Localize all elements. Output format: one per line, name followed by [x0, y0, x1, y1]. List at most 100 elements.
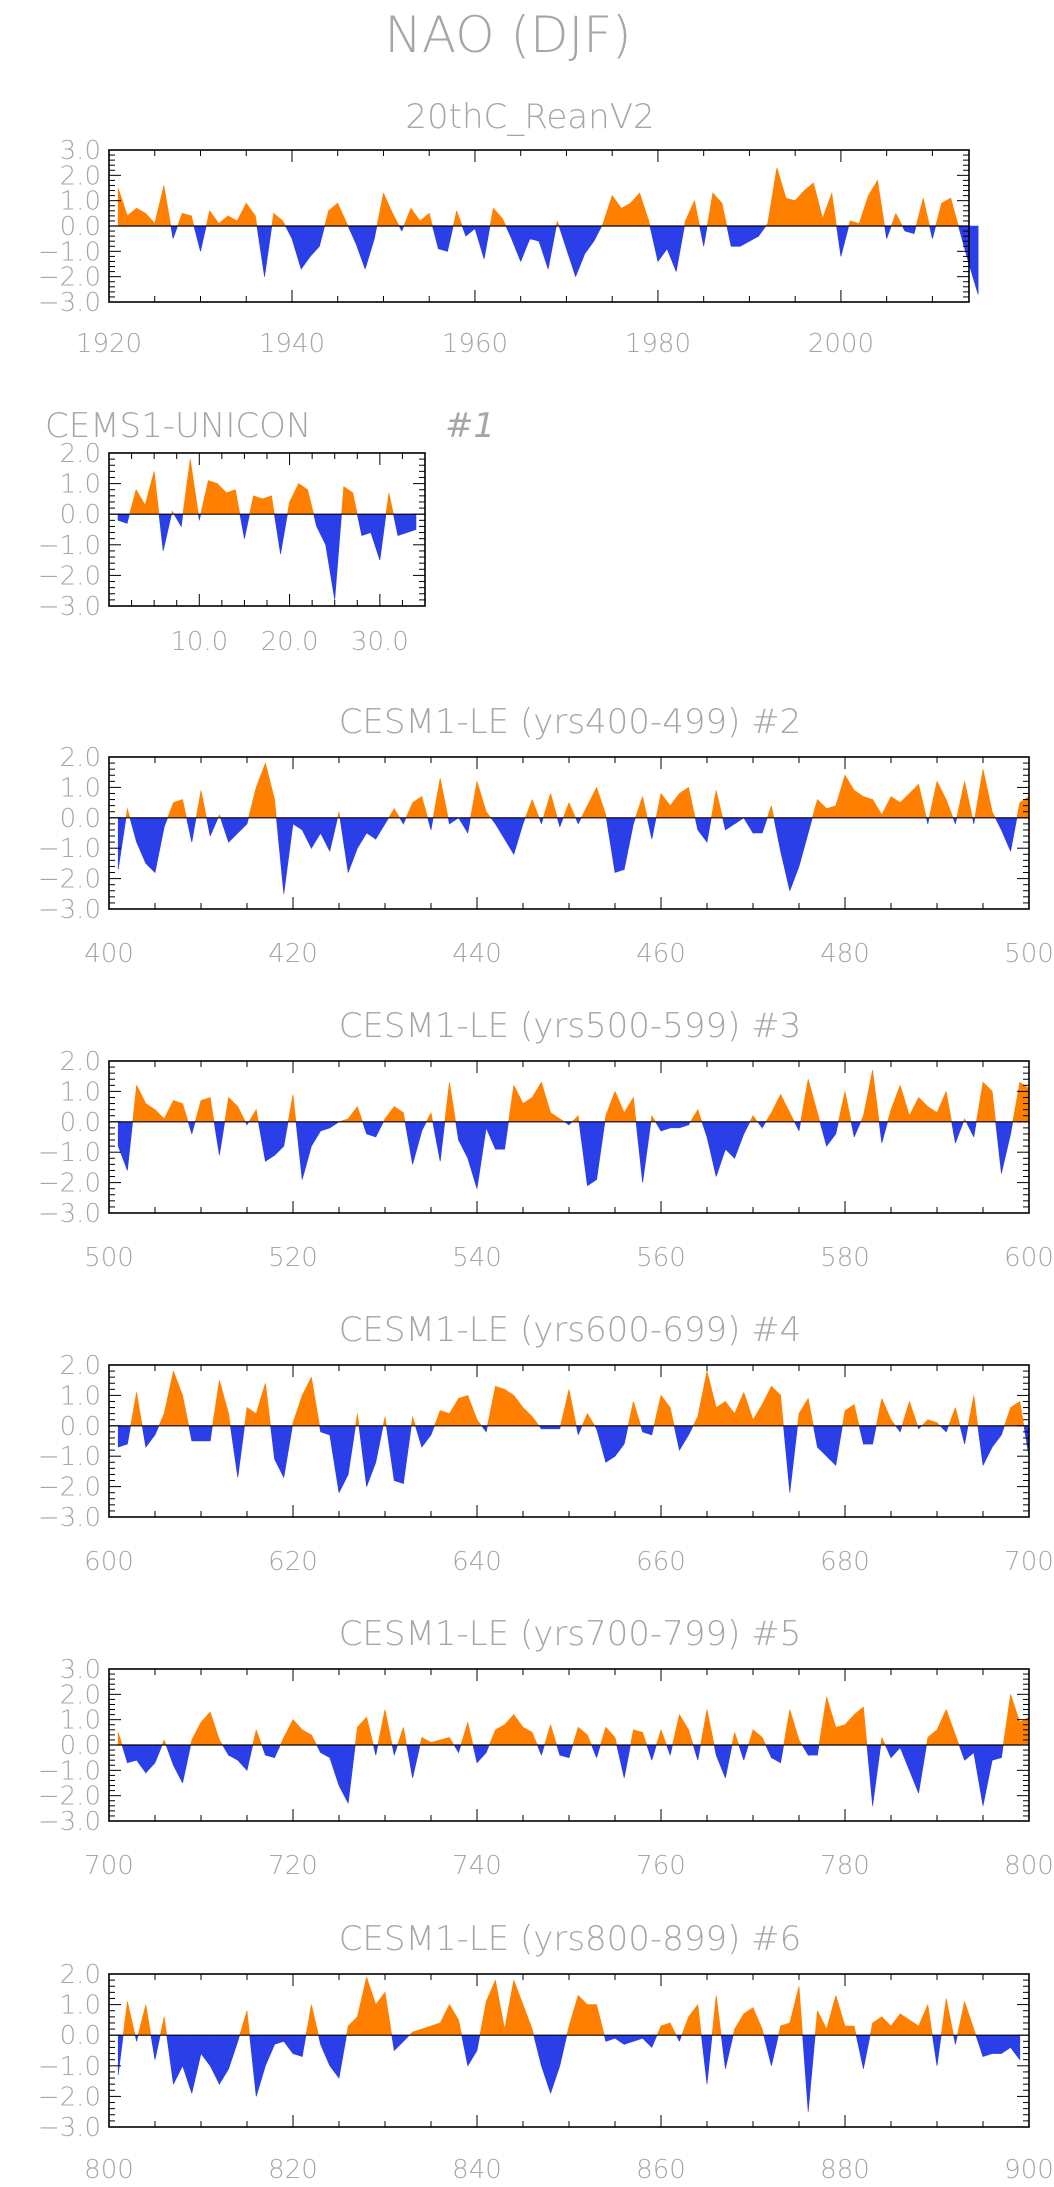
x-tick-label: 560: [636, 1243, 686, 1273]
x-tick-label: 900: [1004, 2155, 1054, 2185]
plot-frame: [108, 1973, 1030, 2128]
panel-title: CEMS1-UNICON: [45, 406, 311, 446]
positive-area-series: [117, 167, 959, 227]
y-tick-label: 1.0: [60, 1077, 101, 1107]
x-tick-label: 400: [84, 939, 134, 969]
x-tick-label: 880: [820, 2155, 870, 2185]
x-tick-label: 660: [636, 1547, 686, 1577]
x-tick-label: 600: [1004, 1243, 1054, 1273]
panel-title: CESM1-LE (yrs500-599) #3: [339, 1006, 802, 1046]
y-tick-label: −2.0: [38, 1782, 101, 1812]
plot-frame: [108, 756, 1030, 910]
panel-title: CESM1-LE (yrs600-699) #4: [339, 1310, 802, 1350]
y-tick-label: 1.0: [60, 1381, 101, 1411]
y-tick-label: −1.0: [38, 1442, 101, 1472]
panels: 20thC_ReanV23.02.01.00.0−1.0−2.0−3.01920…: [38, 97, 1054, 2185]
negative-area-series: [117, 1425, 1030, 1493]
y-tick-label: 0.0: [60, 1108, 101, 1138]
negative-area-series: [117, 1121, 1014, 1189]
y-tick-label: 0.0: [60, 1412, 101, 1442]
y-tick-label: 1.0: [60, 470, 101, 500]
y-tick-label: 1.0: [60, 187, 101, 217]
y-tick-label: 0.0: [60, 2021, 101, 2051]
y-tick-label: −3.0: [38, 895, 101, 925]
panel-5: CESM1-LE (yrs600-699) #4 2.01.00.0−1.0−2.…: [38, 1310, 1054, 1577]
panel-3: CESM1-LE (yrs400-499) #2 2.01.00.0−1.0−2.…: [38, 702, 1054, 969]
x-tick-label: 700: [1004, 1547, 1054, 1577]
x-tick-label: 780: [820, 1851, 870, 1881]
y-tick-label: −3.0: [38, 1503, 101, 1533]
negative-area-series: [117, 2034, 1021, 2112]
x-tick-label: 740: [452, 1851, 502, 1881]
y-tick-label: 0.0: [60, 1731, 101, 1761]
x-tick-label: 1940: [259, 329, 325, 359]
y-tick-label: −1.0: [38, 1138, 101, 1168]
y-tick-label: −3.0: [38, 2113, 101, 2143]
y-tick-label: 3.0: [60, 1655, 101, 1685]
x-tick-label: 860: [636, 2155, 686, 2185]
x-tick-label: 500: [84, 1243, 134, 1273]
x-tick-label: 540: [452, 1243, 502, 1273]
panel-title: CESM1-LE (yrs400-499) #2: [339, 702, 802, 742]
x-tick-label: 800: [1004, 1851, 1054, 1881]
x-tick-label: 680: [820, 1547, 870, 1577]
x-tick-label: 1920: [76, 329, 142, 359]
x-tick-label: 1960: [442, 329, 508, 359]
y-tick-label: 1.0: [60, 1706, 101, 1736]
x-tick-label: 640: [452, 1547, 502, 1577]
y-tick-label: −2.0: [38, 263, 101, 293]
y-tick-label: 2.0: [60, 1960, 101, 1990]
x-tick-label: 700: [84, 1851, 134, 1881]
x-tick-label: 20.0: [261, 627, 319, 657]
positive-area-series: [129, 459, 394, 515]
y-tick-label: −2.0: [38, 865, 101, 895]
y-tick-label: −2.0: [38, 561, 101, 591]
figure-title: NAO (DJF): [385, 6, 632, 64]
negative-area-series: [117, 513, 417, 600]
y-tick-label: −1.0: [38, 834, 101, 864]
y-tick-label: −2.0: [38, 2082, 101, 2112]
x-tick-label: 800: [84, 2155, 134, 2185]
y-tick-label: 2.0: [60, 439, 101, 469]
y-tick-label: 2.0: [60, 1680, 101, 1710]
y-tick-label: −1.0: [38, 237, 101, 267]
x-tick-label: 760: [636, 1851, 686, 1881]
x-tick-label: 10.0: [170, 627, 228, 657]
x-tick-label: 2000: [808, 329, 874, 359]
plot-frame: [108, 1364, 1030, 1518]
x-tick-label: 1980: [625, 329, 691, 359]
x-tick-label: 840: [452, 2155, 502, 2185]
panel-title: 20thC_ReanV2: [405, 97, 654, 137]
y-tick-label: 0.0: [60, 804, 101, 834]
y-tick-label: 3.0: [60, 136, 101, 166]
x-tick-label: 420: [268, 939, 318, 969]
x-tick-label: 600: [84, 1547, 134, 1577]
panel-1: 20thC_ReanV2 3.02.01.00.0−1.0−2.0−3.0 1920…: [38, 97, 979, 359]
positive-area-series: [132, 1070, 1030, 1123]
negative-area-series: [117, 817, 1018, 894]
panel-6: CESM1-LE (yrs700-799) #5 3.02.01.00.0−1.0…: [38, 1614, 1054, 1881]
y-tick-label: 1.0: [60, 773, 101, 803]
y-tick-label: −1.0: [38, 2052, 101, 2082]
x-tick-label: 820: [268, 2155, 318, 2185]
y-tick-label: 2.0: [60, 161, 101, 191]
x-tick-label: 440: [452, 939, 502, 969]
x-tick-label: 620: [268, 1547, 318, 1577]
y-tick-label: 0.0: [60, 212, 101, 242]
y-tick-label: 2.0: [60, 1351, 101, 1381]
x-tick-label: 460: [636, 939, 686, 969]
positive-area-series: [130, 1370, 1025, 1427]
x-tick-label: 500: [1004, 939, 1054, 969]
x-tick-label: 720: [268, 1851, 318, 1881]
panel-7: CESM1-LE (yrs800-899) #6 2.01.00.0−1.0−2.…: [38, 1919, 1054, 2185]
x-tick-label: 580: [820, 1243, 870, 1273]
panel-title: CESM1-LE (yrs700-799) #5: [339, 1614, 802, 1654]
x-tick-label: 520: [268, 1243, 318, 1273]
x-tick-label: 480: [820, 939, 870, 969]
y-tick-label: −2.0: [38, 1473, 101, 1503]
y-tick-label: 2.0: [60, 743, 101, 773]
panel-4: CESM1-LE (yrs500-599) #3 2.01.00.0−1.0−2.…: [38, 1006, 1054, 1273]
panel-2: CEMS1-UNICON #1 2.01.00.0−1.0−2.0−3.0 10.0 2…: [38, 406, 495, 657]
positive-area-series: [122, 1976, 977, 2036]
